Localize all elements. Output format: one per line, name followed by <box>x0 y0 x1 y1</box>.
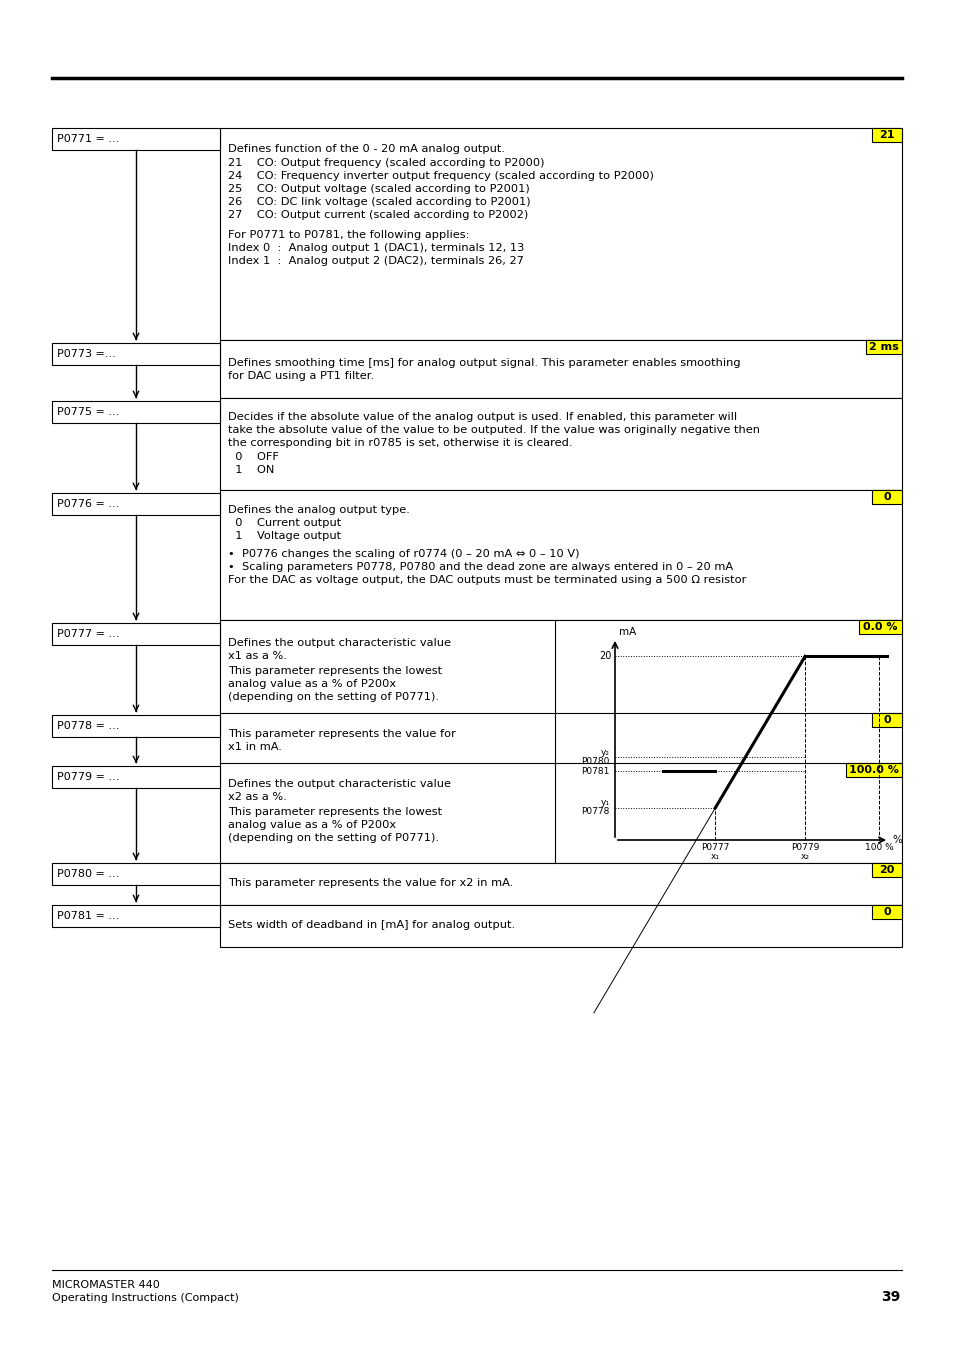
Text: (depending on the setting of P0771).: (depending on the setting of P0771). <box>228 692 438 703</box>
Text: 0.0 %: 0.0 % <box>862 621 897 632</box>
Text: Defines the output characteristic value: Defines the output characteristic value <box>228 638 451 648</box>
Text: P0773 =...: P0773 =... <box>57 349 115 359</box>
Text: 27    CO: Output current (scaled according to P2002): 27 CO: Output current (scaled according … <box>228 209 528 220</box>
Bar <box>220 905 901 947</box>
Text: 0: 0 <box>882 907 890 917</box>
Bar <box>220 128 901 340</box>
Text: This parameter represents the value for: This parameter represents the value for <box>228 730 456 739</box>
Text: Operating Instructions (Compact): Operating Instructions (Compact) <box>52 1293 238 1302</box>
Text: P0778: P0778 <box>581 808 609 816</box>
Bar <box>871 905 901 919</box>
Text: analog value as a % of P200x: analog value as a % of P200x <box>228 820 395 830</box>
Text: This parameter represents the value for x2 in mA.: This parameter represents the value for … <box>228 878 513 888</box>
Bar <box>52 343 220 365</box>
Text: x₁: x₁ <box>710 852 720 861</box>
Text: 39: 39 <box>880 1290 899 1304</box>
Text: mA: mA <box>618 627 636 638</box>
Text: For P0771 to P0781, the following applies:: For P0771 to P0781, the following applie… <box>228 230 469 240</box>
Text: take the absolute value of the value to be outputed. If the value was originally: take the absolute value of the value to … <box>228 426 760 435</box>
Text: %: % <box>891 835 901 844</box>
Text: •  P0776 changes the scaling of r0774 (0 – 20 mA ⇔ 0 – 10 V): • P0776 changes the scaling of r0774 (0 … <box>228 549 578 559</box>
Text: P0777 = ...: P0777 = ... <box>57 630 119 639</box>
Text: 26    CO: DC link voltage (scaled according to P2001): 26 CO: DC link voltage (scaled according… <box>228 197 530 207</box>
Bar <box>871 128 901 142</box>
Bar <box>52 623 220 644</box>
Bar <box>871 490 901 504</box>
Text: Defines the output characteristic value: Defines the output characteristic value <box>228 780 451 789</box>
Text: 100.0 %: 100.0 % <box>848 765 899 775</box>
Bar <box>220 863 901 905</box>
Text: P0781: P0781 <box>581 766 609 775</box>
Text: This parameter represents the lowest: This parameter represents the lowest <box>228 666 441 676</box>
Text: x1 in mA.: x1 in mA. <box>228 742 281 753</box>
Text: For the DAC as voltage output, the DAC outputs must be terminated using a 500 Ω : For the DAC as voltage output, the DAC o… <box>228 576 745 585</box>
Bar <box>52 493 220 515</box>
Bar <box>52 401 220 423</box>
Bar <box>220 620 901 863</box>
Text: 20: 20 <box>599 651 612 662</box>
Bar <box>52 905 220 927</box>
Bar <box>859 620 901 634</box>
Text: Sets width of deadband in [mA] for analog output.: Sets width of deadband in [mA] for analo… <box>228 920 515 929</box>
Text: This parameter represents the lowest: This parameter represents the lowest <box>228 807 441 817</box>
Text: (depending on the setting of P0771).: (depending on the setting of P0771). <box>228 834 438 843</box>
Text: 21    CO: Output frequency (scaled according to P2000): 21 CO: Output frequency (scaled accordin… <box>228 158 544 168</box>
Text: y₂: y₂ <box>600 748 609 757</box>
Text: Index 1  :  Analog output 2 (DAC2), terminals 26, 27: Index 1 : Analog output 2 (DAC2), termin… <box>228 255 523 266</box>
Text: x₂: x₂ <box>800 852 809 861</box>
Text: 0    OFF: 0 OFF <box>228 453 278 462</box>
Text: 100 %: 100 % <box>863 843 892 852</box>
Bar <box>52 863 220 885</box>
Bar <box>52 128 220 150</box>
Text: P0775 = ...: P0775 = ... <box>57 407 119 417</box>
Text: 1    ON: 1 ON <box>228 465 274 476</box>
Text: P0781 = ...: P0781 = ... <box>57 911 119 921</box>
Bar <box>220 340 901 399</box>
Text: 1    Voltage output: 1 Voltage output <box>228 531 341 540</box>
Text: analog value as a % of P200x: analog value as a % of P200x <box>228 680 395 689</box>
Text: 0: 0 <box>882 492 890 503</box>
Bar <box>845 763 901 777</box>
Text: 2 ms: 2 ms <box>868 342 898 353</box>
Bar <box>871 863 901 877</box>
Bar <box>52 715 220 738</box>
Bar <box>220 490 901 620</box>
Bar <box>220 399 901 490</box>
Text: 0    Current output: 0 Current output <box>228 517 341 528</box>
Text: P0777: P0777 <box>700 843 729 852</box>
Text: for DAC using a PT1 filter.: for DAC using a PT1 filter. <box>228 372 374 381</box>
Text: Defines the analog output type.: Defines the analog output type. <box>228 505 410 515</box>
Text: Defines smoothing time [ms] for analog output signal. This parameter enables smo: Defines smoothing time [ms] for analog o… <box>228 358 740 367</box>
Text: •  Scaling parameters P0778, P0780 and the dead zone are always entered in 0 – 2: • Scaling parameters P0778, P0780 and th… <box>228 562 732 571</box>
Text: 24    CO: Frequency inverter output frequency (scaled according to P2000): 24 CO: Frequency inverter output frequen… <box>228 172 653 181</box>
Text: Decides if the absolute value of the analog output is used. If enabled, this par: Decides if the absolute value of the ana… <box>228 412 737 422</box>
Text: P0779 = ...: P0779 = ... <box>57 771 119 782</box>
Text: 25    CO: Output voltage (scaled according to P2001): 25 CO: Output voltage (scaled according … <box>228 184 529 195</box>
Text: y₁: y₁ <box>600 798 609 808</box>
Text: P0776 = ...: P0776 = ... <box>57 499 119 509</box>
Text: 21: 21 <box>879 130 894 141</box>
Bar <box>865 340 901 354</box>
Text: Defines function of the 0 - 20 mA analog output.: Defines function of the 0 - 20 mA analog… <box>228 145 504 154</box>
Text: the corresponding bit in r0785 is set, otherwise it is cleared.: the corresponding bit in r0785 is set, o… <box>228 438 572 449</box>
Text: Index 0  :  Analog output 1 (DAC1), terminals 12, 13: Index 0 : Analog output 1 (DAC1), termin… <box>228 243 524 253</box>
Text: P0778 = ...: P0778 = ... <box>57 721 119 731</box>
Text: 20: 20 <box>879 865 894 875</box>
Text: 0: 0 <box>882 715 890 725</box>
Text: P0780: P0780 <box>581 757 609 766</box>
Text: x1 as a %.: x1 as a %. <box>228 651 287 661</box>
Text: P0780 = ...: P0780 = ... <box>57 869 119 880</box>
Text: x2 as a %.: x2 as a %. <box>228 792 287 802</box>
Text: MICROMASTER 440: MICROMASTER 440 <box>52 1279 159 1290</box>
Text: P0771 = ...: P0771 = ... <box>57 134 119 145</box>
Bar <box>52 766 220 788</box>
Text: P0779: P0779 <box>790 843 819 852</box>
Bar <box>871 713 901 727</box>
